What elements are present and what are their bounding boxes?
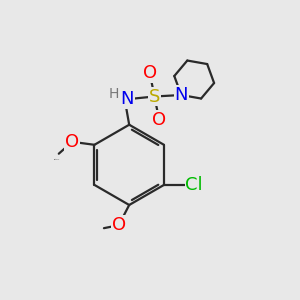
- Text: O: O: [65, 133, 79, 151]
- Text: Cl: Cl: [185, 176, 203, 194]
- Text: O: O: [152, 111, 166, 129]
- Text: O: O: [112, 216, 126, 234]
- Text: H: H: [108, 87, 118, 101]
- Text: N: N: [175, 86, 188, 104]
- Text: methoxy: methoxy: [59, 152, 65, 154]
- Text: S: S: [149, 88, 160, 106]
- Text: O: O: [142, 64, 157, 82]
- Text: methoxy: methoxy: [54, 158, 60, 160]
- Text: methyl: methyl: [57, 152, 62, 154]
- Text: N: N: [120, 91, 134, 109]
- Text: methyl: methyl: [104, 227, 109, 228]
